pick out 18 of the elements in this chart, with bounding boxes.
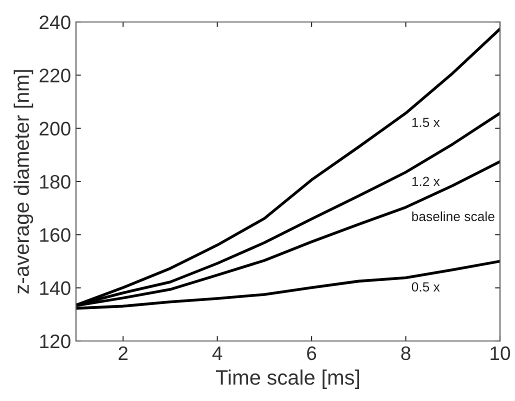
series-label: 1.5 x xyxy=(412,118,440,128)
y-tick-label: 180 xyxy=(40,174,70,189)
y-tick-label: 200 xyxy=(40,122,70,136)
x-tick-label: 8 xyxy=(401,346,410,360)
x-tick-label: 4 xyxy=(212,346,222,360)
y-axis-title: z-average diameter [nm] xyxy=(14,70,34,294)
series-label: baseline scale xyxy=(412,211,494,222)
y-tick-label: 240 xyxy=(40,15,70,30)
x-tick-label: 2 xyxy=(118,346,128,360)
y-tick-label: 120 xyxy=(40,334,70,348)
series-label: 1.2 x xyxy=(412,176,440,186)
y-tick-label: 220 xyxy=(40,68,70,82)
x-tick-label: 10 xyxy=(490,346,510,360)
series-label: 0.5 x xyxy=(412,282,440,292)
x-tick-label: 6 xyxy=(307,346,316,360)
y-tick-label: 140 xyxy=(40,281,70,296)
y-tick-label: 160 xyxy=(40,228,70,242)
x-axis-title: Time scale [ms] xyxy=(216,370,360,389)
